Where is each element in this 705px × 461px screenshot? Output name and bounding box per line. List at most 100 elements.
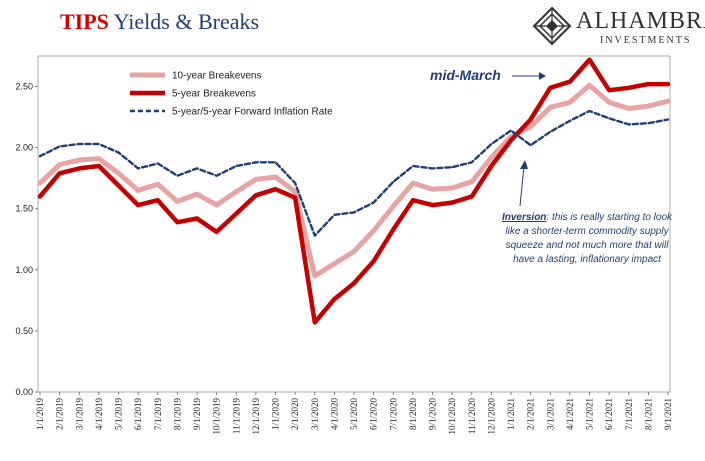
logo-subtitle: INVESTMENTS — [600, 35, 692, 46]
data-point — [157, 162, 159, 165]
data-point — [58, 172, 61, 175]
x-tick-label: 1/1/2020 — [271, 398, 281, 431]
x-tick-label: 7/1/2020 — [388, 398, 398, 431]
data-point — [628, 87, 630, 89]
company-logo: ALHAMBRA INVESTMENTS — [532, 6, 705, 48]
x-tick-label: 4/1/2019 — [94, 398, 104, 431]
series-group — [37, 57, 671, 325]
data-point — [608, 101, 610, 104]
data-point — [215, 204, 218, 206]
data-point — [569, 80, 571, 83]
y-tick-label: 2.00 — [15, 143, 33, 153]
data-point — [78, 167, 81, 170]
data-point — [39, 182, 41, 184]
y-tick-label: 0.00 — [15, 387, 33, 397]
data-point — [569, 101, 571, 104]
data-point — [137, 204, 139, 206]
data-point — [314, 321, 316, 324]
data-point — [549, 87, 552, 89]
data-point — [529, 144, 532, 146]
data-point — [314, 275, 316, 277]
data-point — [274, 176, 277, 178]
x-tick-label: 2/1/2021 — [526, 398, 536, 430]
data-point — [255, 194, 257, 197]
data-point — [588, 84, 591, 87]
x-tick-label: 5/1/2019 — [114, 398, 124, 431]
data-point — [628, 123, 630, 126]
data-point — [372, 229, 375, 232]
legend-label: 10-year Breakevens — [172, 71, 262, 82]
x-tick-label: 8/1/2019 — [172, 398, 182, 431]
x-tick-label: 12/1/2020 — [486, 398, 496, 435]
data-point — [98, 143, 100, 145]
data-point — [157, 199, 159, 201]
diamond-lattice-icon — [532, 6, 572, 46]
data-point — [549, 131, 552, 133]
x-tick-label: 4/1/2021 — [565, 398, 575, 430]
data-point — [471, 195, 473, 198]
data-point — [431, 167, 434, 170]
data-point — [255, 178, 257, 181]
x-tick-label: 6/1/2019 — [133, 398, 143, 431]
data-point — [628, 107, 630, 110]
data-point — [353, 282, 355, 285]
data-point — [176, 174, 179, 177]
data-point — [39, 155, 41, 157]
data-point — [608, 89, 610, 91]
data-point — [117, 184, 120, 187]
data-point — [117, 172, 120, 175]
data-point — [196, 167, 198, 170]
chart-title: TIPS Yields & Breaks — [60, 9, 259, 35]
x-tick-label: 6/1/2020 — [369, 398, 379, 431]
data-point — [588, 58, 591, 61]
data-point — [529, 126, 532, 128]
data-point — [647, 83, 650, 85]
data-point — [39, 195, 41, 198]
data-point — [510, 129, 512, 132]
data-point — [215, 231, 218, 233]
data-point — [58, 145, 61, 148]
data-point — [412, 165, 414, 167]
data-point — [490, 143, 493, 145]
x-tick-label: 1/1/2021 — [506, 398, 516, 430]
x-tick-label: 5/1/2020 — [349, 398, 359, 431]
data-point — [255, 161, 257, 164]
x-tick-label: 1/1/2019 — [35, 398, 45, 431]
data-point — [667, 100, 669, 102]
data-point — [98, 157, 100, 160]
y-tick-label: 1.00 — [15, 265, 33, 275]
data-point — [235, 165, 238, 167]
data-point — [647, 105, 650, 107]
data-point — [667, 83, 669, 85]
data-point — [353, 250, 355, 253]
legend-label: 5-year Breakevens — [172, 89, 256, 100]
data-point — [451, 187, 453, 189]
data-point — [392, 205, 395, 208]
data-point — [353, 211, 355, 214]
x-tick-label: 6/1/2021 — [604, 398, 614, 430]
note-head: Inversion — [501, 212, 547, 223]
data-point — [490, 165, 493, 167]
data-point — [392, 228, 395, 231]
data-point — [274, 161, 277, 164]
annotation-arrowhead — [539, 72, 546, 80]
data-point — [58, 163, 61, 166]
x-tick-label: 5/1/2021 — [585, 398, 595, 430]
y-axis: 0.00 0.50 1.00 1.50 2.00 2.50 — [15, 82, 38, 397]
x-tick-label: 8/1/2021 — [643, 398, 653, 430]
data-point — [529, 118, 532, 121]
data-point — [510, 139, 512, 142]
data-point — [274, 188, 277, 190]
x-tick-label: 3/1/2020 — [310, 398, 320, 431]
data-point — [372, 260, 375, 263]
y-tick-label: 0.50 — [15, 326, 33, 336]
x-tick-label: 4/1/2020 — [329, 398, 339, 431]
annotations: mid-March — [430, 67, 546, 207]
data-point — [235, 212, 238, 215]
y-tick-label: 2.50 — [15, 82, 33, 92]
data-point — [137, 189, 139, 192]
data-point — [431, 188, 434, 190]
data-point — [137, 167, 139, 170]
data-point — [294, 190, 296, 193]
